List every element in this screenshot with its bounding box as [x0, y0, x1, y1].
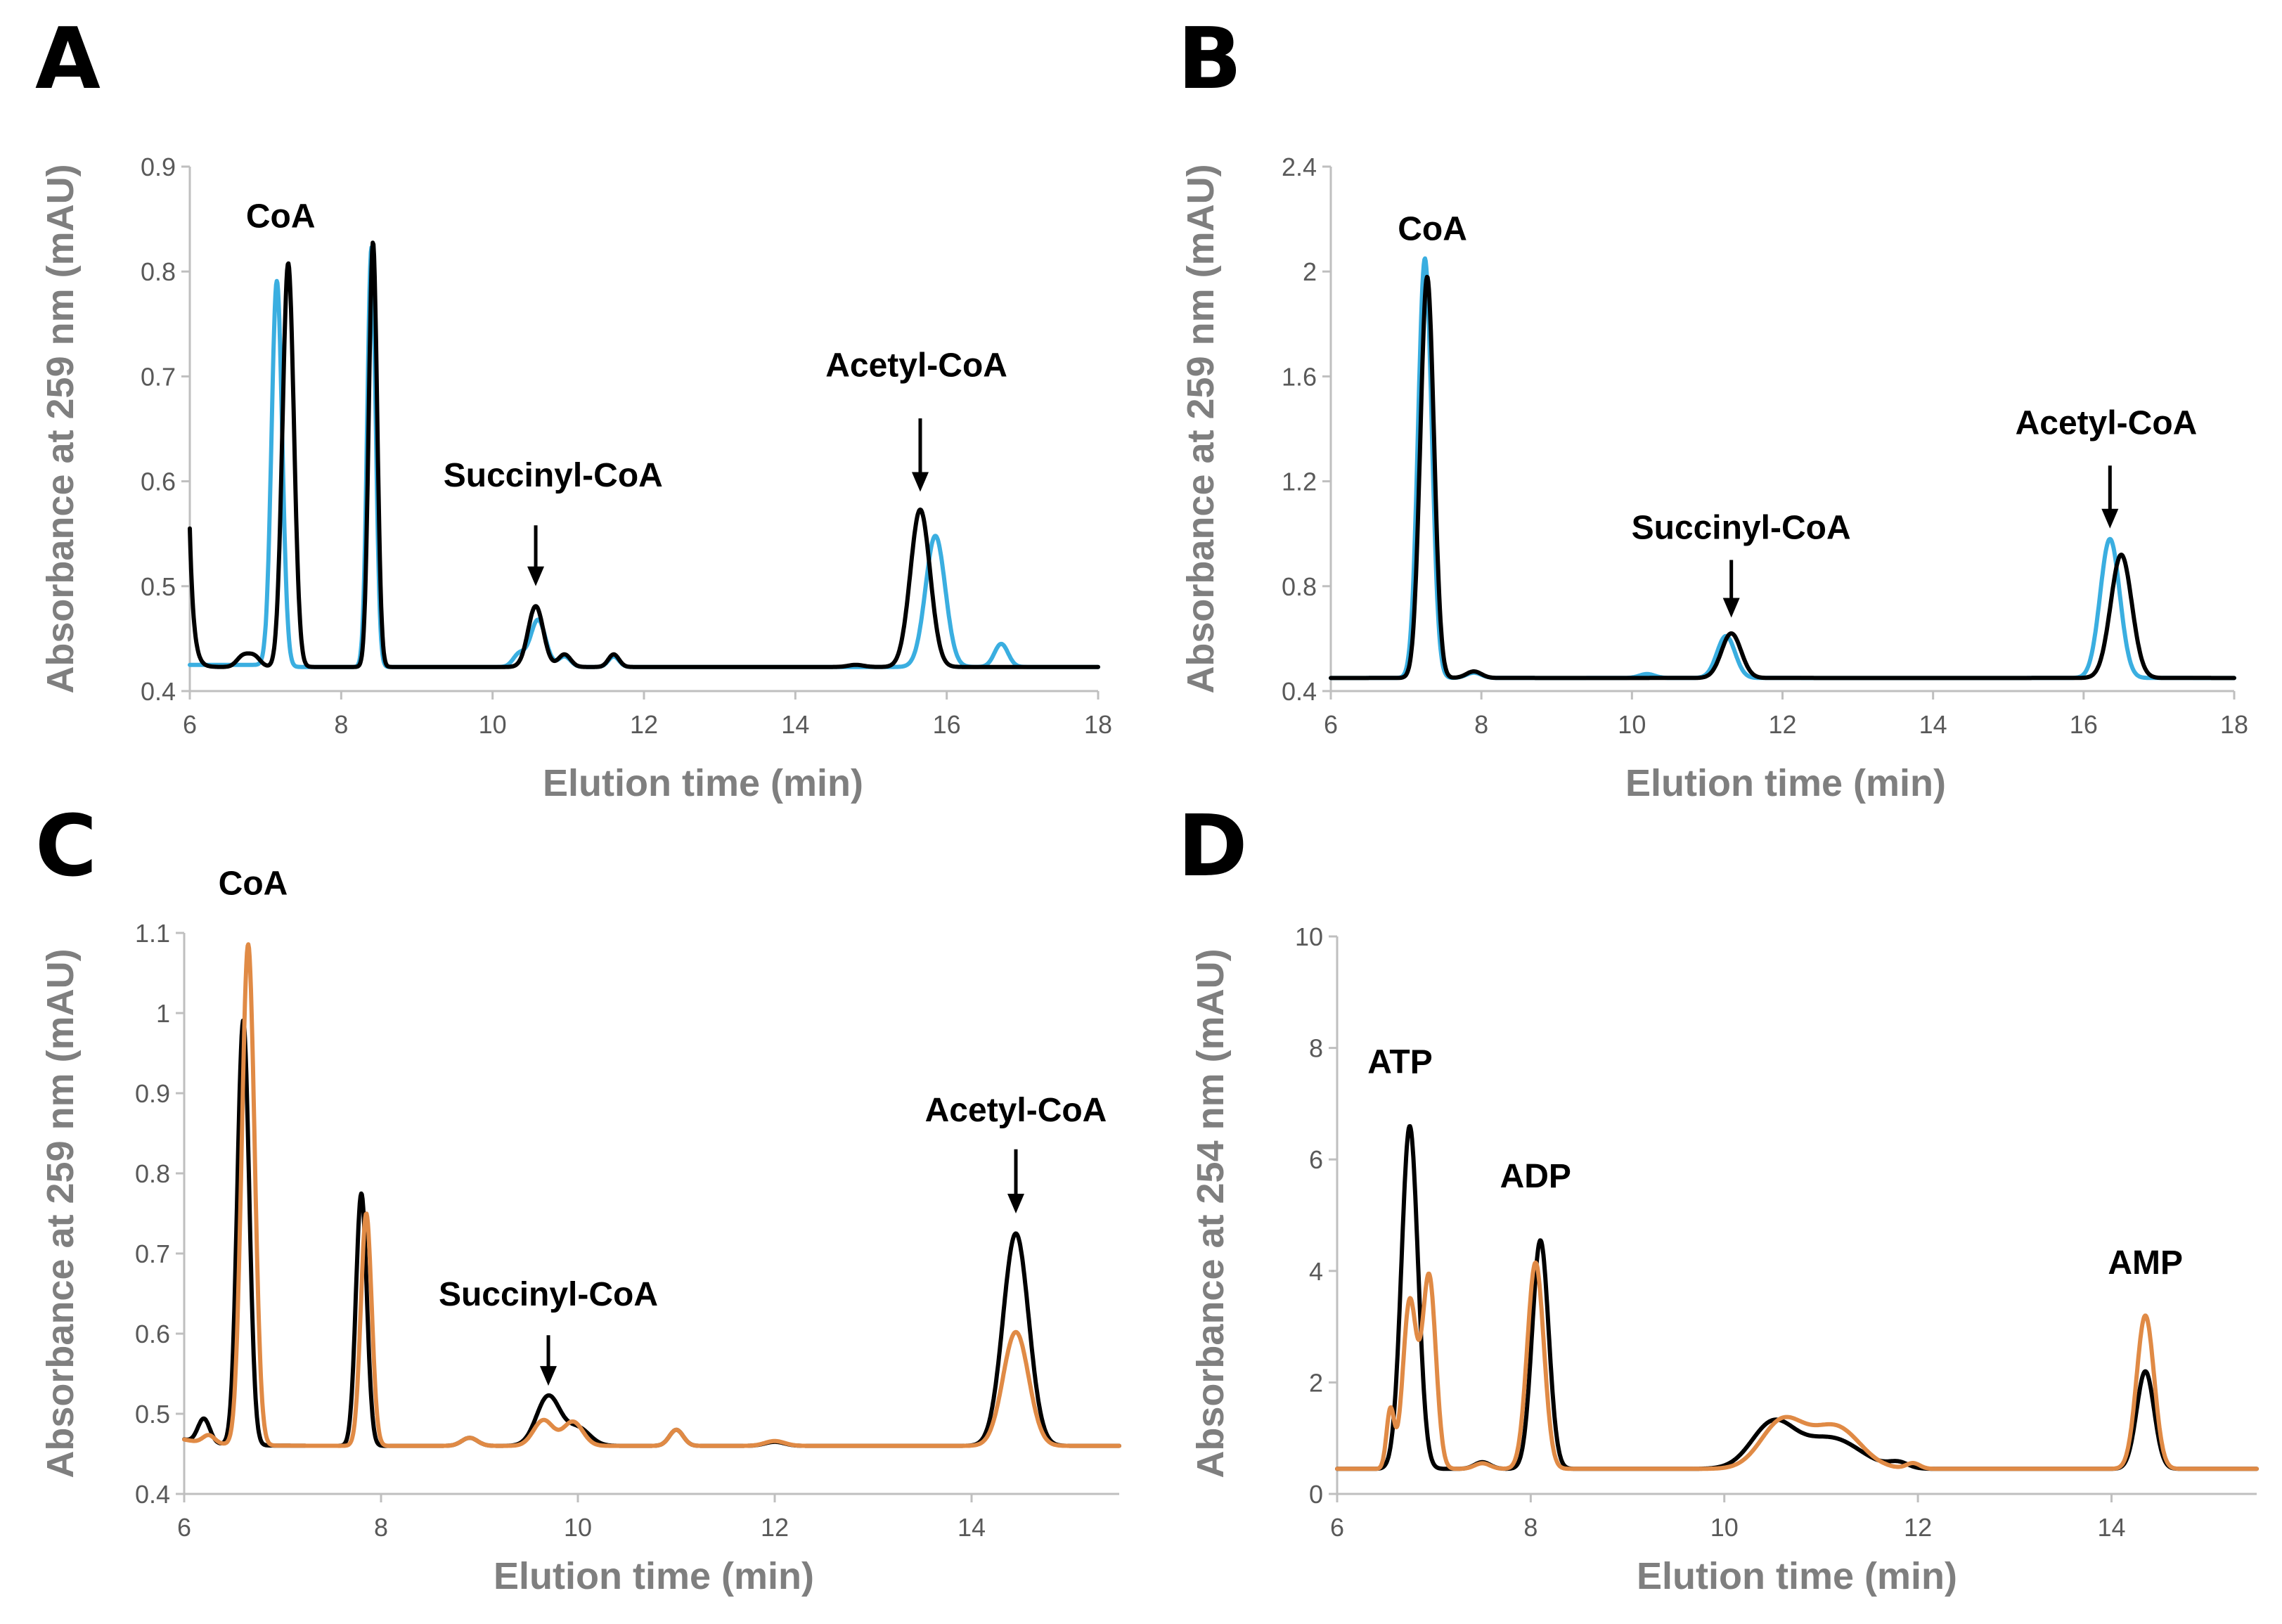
series-line-orange: [1335, 1260, 2259, 1471]
x-tick-label: 10: [479, 710, 507, 739]
peak-label: CoA: [246, 198, 316, 236]
y-tick-label: 4: [1309, 1257, 1323, 1286]
x-tick-label: 18: [2220, 710, 2248, 739]
y-tick-label: 0.5: [135, 1400, 170, 1429]
y-tick-label: 1.2: [1282, 468, 1317, 496]
chart-panel-c: C 0.4 0.5 0.6 0.7 0.8 0.9 1 1.1 6 8 10 12 14 Elution t…: [35, 798, 1121, 1597]
y-axis-title: Absorbance at 259 nm (mAU): [1180, 164, 1222, 693]
x-tick-label: 14: [781, 710, 809, 739]
arrow-head-icon: [540, 1366, 557, 1386]
y-axis-title: Absorbance at 259 nm (mAU): [39, 948, 82, 1478]
x-axis-title: Elution time (min): [494, 1555, 814, 1597]
x-tick-label: 6: [177, 1513, 191, 1542]
peak-label: CoA: [219, 865, 288, 902]
y-tick-label: 0.4: [135, 1480, 170, 1509]
x-tick-label: 14: [2097, 1513, 2125, 1542]
chart-panel-b: B 0.4 0.8 1.2 1.6 2 2.4 6 8 10 12 14 16 18 Elution tim…: [1178, 11, 2248, 804]
arrow-head-icon: [911, 472, 929, 492]
y-tick-label: 2.4: [1282, 153, 1317, 181]
x-axis-title: Elution time (min): [1625, 762, 1946, 804]
x-tick-label: 8: [374, 1513, 388, 1542]
x-tick-label: 6: [1324, 710, 1338, 739]
peak-label: AMP: [2108, 1244, 2183, 1282]
y-tick-label: 1: [156, 999, 170, 1028]
peak-label: Succinyl-CoA: [444, 457, 663, 494]
x-tick-label: 12: [630, 710, 658, 739]
x-tick-label: 8: [334, 710, 348, 739]
x-tick-label: 16: [933, 710, 961, 739]
x-axis-title: Elution time (min): [543, 762, 863, 804]
series-line-orange: [182, 942, 1121, 1448]
x-tick-label: 18: [1084, 710, 1112, 739]
x-tick-label: 8: [1474, 710, 1488, 739]
series-line-blue: [1329, 256, 2236, 681]
x-axis-title: Elution time (min): [1637, 1555, 1957, 1597]
panel-letter: D: [1178, 798, 1248, 896]
y-tick-label: 0.9: [141, 153, 176, 181]
series-line-black: [188, 240, 1100, 669]
y-tick-label: 0.7: [135, 1239, 170, 1268]
y-axis-title: Absorbance at 254 nm (mAU): [1190, 948, 1232, 1478]
y-tick-label: 10: [1295, 922, 1323, 951]
y-tick-label: 2: [1303, 257, 1317, 286]
y-tick-label: 0.7: [141, 362, 176, 391]
arrow-head-icon: [1722, 598, 1740, 618]
series-line-black: [182, 1018, 1121, 1448]
x-tick-label: 6: [1330, 1513, 1344, 1542]
y-tick-label: 0.9: [135, 1079, 170, 1108]
y-tick-label: 0.4: [141, 677, 176, 706]
y-tick-label: 1.1: [135, 919, 170, 948]
y-tick-label: 0.8: [141, 257, 176, 286]
x-tick-label: 10: [564, 1513, 592, 1542]
x-tick-label: 10: [1710, 1513, 1739, 1542]
arrow-head-icon: [1007, 1194, 1024, 1213]
x-tick-label: 14: [958, 1513, 986, 1542]
x-tick-label: 6: [183, 710, 197, 739]
panel-letter: C: [35, 798, 97, 896]
peak-label: Acetyl-CoA: [825, 347, 1007, 384]
x-tick-label: 10: [1618, 710, 1646, 739]
y-tick-label: 1.6: [1282, 362, 1317, 391]
peak-label: Succinyl-CoA: [439, 1276, 658, 1313]
y-axis-title: Absorbance at 259 nm (mAU): [39, 164, 82, 693]
y-tick-label: 8: [1309, 1034, 1323, 1063]
x-tick-label: 16: [2070, 710, 2098, 739]
peak-label: Acetyl-CoA: [2016, 404, 2198, 442]
chart-panel-d: D 0 2 4 6 8 10 6 8 10 12 14 Elution time (min) Absorb…: [1178, 798, 2259, 1597]
peak-label: CoA: [1398, 210, 1467, 247]
y-tick-label: 0.8: [135, 1159, 170, 1188]
panel-letter: B: [1178, 11, 1242, 108]
peak-label: Succinyl-CoA: [1632, 510, 1851, 547]
y-tick-label: 0.6: [141, 468, 176, 496]
y-tick-label: 0.4: [1282, 677, 1317, 706]
panel-letter: A: [35, 11, 101, 108]
chart-panel-a: A 0.4 0.5 0.6 0.7 0.8 0.9 6 8 10 12 14 16 18 Elution t…: [35, 11, 1112, 804]
y-tick-label: 0.5: [141, 572, 176, 601]
x-tick-label: 12: [761, 1513, 789, 1542]
x-tick-label: 14: [1919, 710, 1947, 739]
y-tick-label: 0.6: [135, 1320, 170, 1348]
y-tick-label: 6: [1309, 1145, 1323, 1174]
x-tick-label: 12: [1904, 1513, 1932, 1542]
arrow-head-icon: [2101, 508, 2119, 529]
x-tick-label: 12: [1768, 710, 1796, 739]
arrow-head-icon: [527, 566, 545, 586]
y-tick-label: 2: [1309, 1368, 1323, 1397]
x-tick-label: 8: [1523, 1513, 1538, 1542]
y-tick-label: 0.8: [1282, 572, 1317, 601]
y-tick-label: 0: [1309, 1480, 1323, 1509]
peak-label: Acetyl-CoA: [925, 1092, 1107, 1129]
peak-label: ADP: [1500, 1158, 1571, 1195]
peak-label: ATP: [1367, 1043, 1432, 1081]
series-line-black: [1329, 274, 2236, 681]
